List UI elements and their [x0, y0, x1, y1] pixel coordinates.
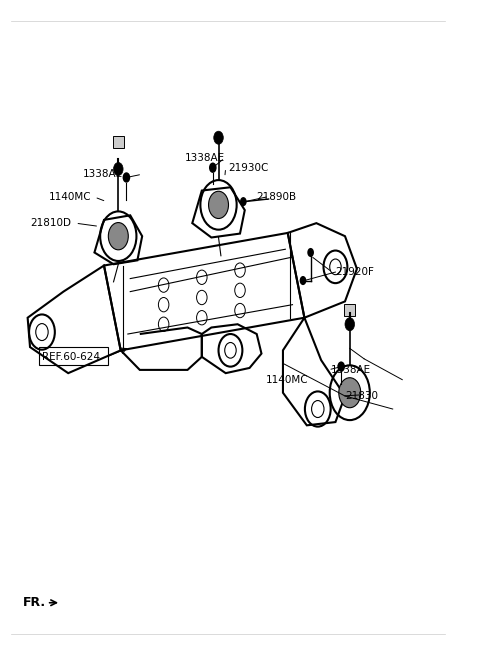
Circle shape: [122, 172, 130, 183]
Circle shape: [114, 162, 123, 176]
Circle shape: [214, 131, 223, 144]
Text: 21920F: 21920F: [336, 267, 374, 277]
Circle shape: [240, 197, 247, 206]
Circle shape: [300, 276, 306, 285]
Text: 1338AE: 1338AE: [83, 169, 123, 179]
Bar: [113, 136, 124, 148]
Text: 21930C: 21930C: [228, 162, 268, 173]
Text: 1140MC: 1140MC: [49, 192, 92, 202]
Circle shape: [209, 162, 216, 173]
Text: REF.60-624: REF.60-624: [42, 352, 100, 362]
Text: 21830: 21830: [345, 391, 378, 401]
Text: FR.: FR.: [23, 596, 46, 609]
Text: 1140MC: 1140MC: [266, 375, 309, 384]
Circle shape: [345, 318, 355, 331]
Circle shape: [307, 248, 314, 257]
Circle shape: [339, 378, 361, 407]
Circle shape: [337, 362, 345, 372]
Circle shape: [108, 223, 128, 250]
Text: 21810D: 21810D: [30, 218, 71, 228]
Circle shape: [208, 191, 228, 219]
Text: 21890B: 21890B: [257, 192, 297, 202]
Bar: [344, 304, 356, 316]
Text: 1338AE: 1338AE: [185, 153, 225, 163]
Text: 1338AE: 1338AE: [331, 365, 371, 375]
